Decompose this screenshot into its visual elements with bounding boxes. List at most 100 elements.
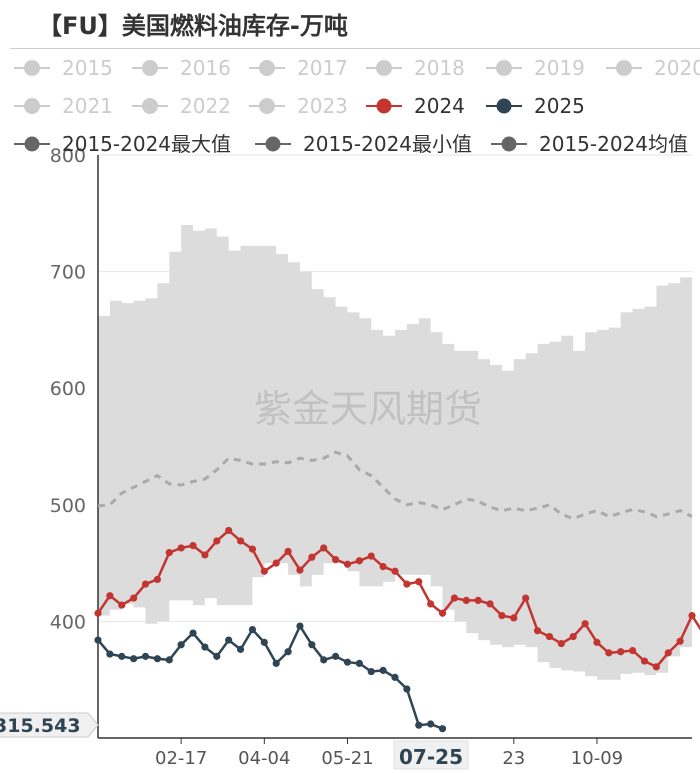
y-tick-label: 500 xyxy=(50,495,86,517)
y-tick-label: 800 xyxy=(50,145,86,167)
x-tick-label: 04-04 xyxy=(238,748,290,769)
point-2024 xyxy=(676,637,684,645)
point-2024 xyxy=(260,567,268,575)
legend-item-2017[interactable]: 2017 xyxy=(297,56,348,80)
point-2025 xyxy=(141,652,150,660)
point-2024 xyxy=(462,596,470,605)
legend-symbol-2022[interactable] xyxy=(142,98,158,114)
point-2025 xyxy=(427,720,435,728)
legend-item-2015-2024最大值[interactable]: 2015-2024最大值 xyxy=(62,132,231,156)
point-2024 xyxy=(284,547,292,556)
point-2024 xyxy=(652,663,660,671)
point-2024 xyxy=(581,620,589,628)
point-2024 xyxy=(403,580,411,588)
point-2025 xyxy=(201,643,209,651)
legend-symbol-2015-2024最大值[interactable] xyxy=(24,136,40,152)
point-2025 xyxy=(177,641,185,649)
point-2025 xyxy=(332,652,340,660)
legend-symbol-2025[interactable] xyxy=(496,98,512,114)
point-2024 xyxy=(343,560,352,568)
legend-symbol-2024[interactable] xyxy=(376,98,392,114)
point-2024 xyxy=(141,580,150,588)
point-2024 xyxy=(629,646,637,655)
legend-item-2025[interactable]: 2025 xyxy=(534,94,585,118)
point-2024 xyxy=(130,594,138,602)
series-line-2024 xyxy=(96,528,700,669)
point-2025 xyxy=(308,641,316,649)
point-2024 xyxy=(106,592,114,600)
point-2024 xyxy=(201,551,209,559)
legend-item-2020[interactable]: 2020 xyxy=(654,56,700,80)
point-2025 xyxy=(153,655,161,663)
point-2024 xyxy=(557,639,565,648)
legend-symbol-2018[interactable] xyxy=(376,60,392,76)
point-2024 xyxy=(605,649,613,657)
point-2024 xyxy=(379,562,387,571)
legend-item-2016[interactable]: 2016 xyxy=(180,56,231,80)
point-2025 xyxy=(343,658,352,666)
x-tick-label: 02-17 xyxy=(155,748,207,769)
point-2025 xyxy=(296,622,304,630)
point-2024 xyxy=(332,556,340,564)
legend-item-2018[interactable]: 2018 xyxy=(414,56,465,80)
legend-symbol-2015-2024均值[interactable] xyxy=(501,136,517,152)
series-line-2015-2024均值 xyxy=(97,450,693,521)
x-tick-label: 10-09 xyxy=(571,748,623,769)
point-2024 xyxy=(320,544,328,552)
watermark: 紫金天风期货 xyxy=(254,387,482,431)
point-2025 xyxy=(213,652,221,660)
legend-symbol-2016[interactable] xyxy=(142,60,158,76)
point-2024 xyxy=(248,545,257,553)
point-2025 xyxy=(118,652,126,660)
legend-symbol-2023[interactable] xyxy=(259,98,275,114)
point-2024 xyxy=(415,578,423,586)
point-2024 xyxy=(308,553,316,561)
axis-pointer-y-label: 315.543 xyxy=(0,715,81,737)
point-2024 xyxy=(593,638,601,646)
point-2025 xyxy=(438,725,447,733)
point-2025 xyxy=(165,656,173,664)
point-2024 xyxy=(213,537,221,545)
y-tick-label: 400 xyxy=(50,611,86,633)
point-2024 xyxy=(664,649,672,657)
point-2024 xyxy=(510,614,518,622)
point-2024 xyxy=(640,657,649,665)
point-2024 xyxy=(272,559,280,567)
legend-item-2022[interactable]: 2022 xyxy=(180,94,231,118)
legend-symbol-2017[interactable] xyxy=(259,60,275,76)
legend-item-2015-2024最小值[interactable]: 2015-2024最小值 xyxy=(303,132,472,156)
legend-item-2015[interactable]: 2015 xyxy=(62,56,113,80)
title-separator xyxy=(10,48,700,49)
point-2024 xyxy=(522,594,530,602)
point-2024 xyxy=(569,632,577,641)
range-band-max-min xyxy=(98,225,692,680)
point-2025 xyxy=(225,636,233,644)
point-2025 xyxy=(391,673,399,681)
point-2024 xyxy=(177,544,185,552)
legend-item-2024[interactable]: 2024 xyxy=(414,94,465,118)
point-2025 xyxy=(403,685,411,693)
point-2025 xyxy=(236,645,245,653)
legend-item-2015-2024均值[interactable]: 2015-2024均值 xyxy=(539,132,688,156)
chart-title: 【FU】美国燃料油库存-万吨 xyxy=(38,12,348,40)
point-2024 xyxy=(688,611,696,620)
legend-item-2019[interactable]: 2019 xyxy=(534,56,585,80)
point-2025 xyxy=(189,629,197,637)
point-2024 xyxy=(438,609,447,617)
point-2024 xyxy=(189,542,197,550)
legend-symbol-2015-2024最小值[interactable] xyxy=(265,136,281,152)
series-line-2025 xyxy=(97,623,443,730)
point-2025 xyxy=(94,636,102,644)
axis-pointer-y-box xyxy=(0,712,99,738)
legend-symbol-2019[interactable] xyxy=(496,60,512,76)
point-2025 xyxy=(272,659,280,667)
point-2024 xyxy=(498,611,506,620)
legend-symbol-2020[interactable] xyxy=(616,60,632,76)
legend-item-2021[interactable]: 2021 xyxy=(62,94,113,118)
legend-symbol-2015[interactable] xyxy=(24,60,40,76)
legend-symbol-2021[interactable] xyxy=(24,98,40,114)
y-tick-label: 600 xyxy=(50,378,86,400)
legend-item-2023[interactable]: 2023 xyxy=(297,94,348,118)
point-2024 xyxy=(474,596,482,605)
point-2024 xyxy=(153,575,161,584)
